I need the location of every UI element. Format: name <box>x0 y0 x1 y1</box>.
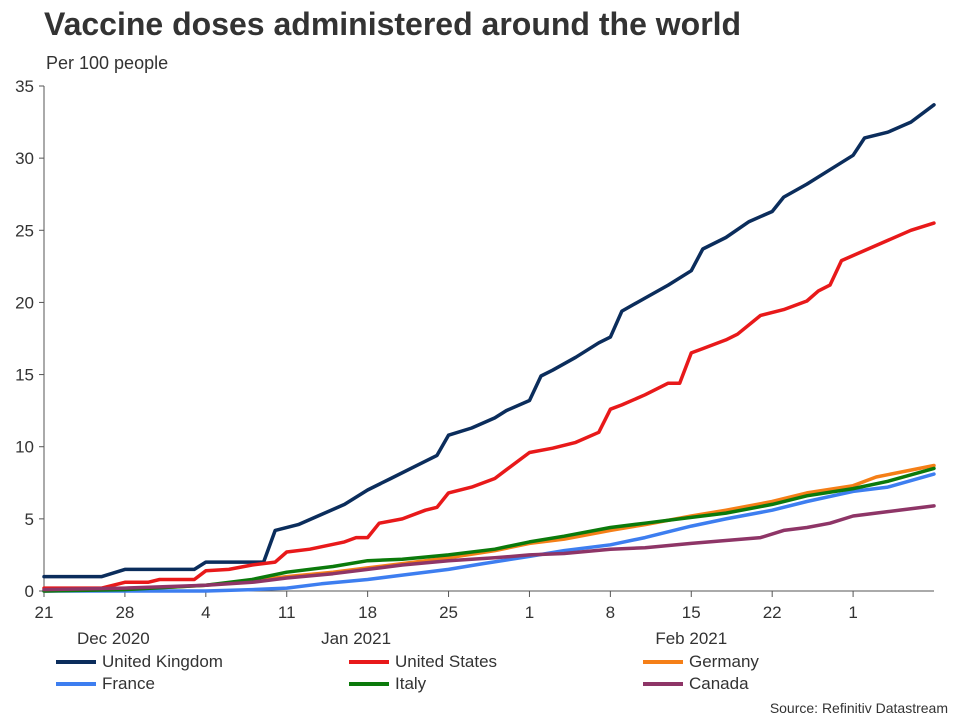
source-note: Source: Refinitiv Datastream <box>769 700 948 716</box>
legend-item-italy: Italy <box>349 673 426 695</box>
legend-swatch-canada <box>643 682 683 686</box>
legend-item-united-kingdom: United Kingdom <box>56 651 223 673</box>
y-tick-label: 10 <box>15 438 34 457</box>
x-tick-label: 21 <box>35 603 54 622</box>
series-line-france <box>42 472 936 593</box>
legend-swatch-united-states <box>349 660 389 664</box>
x-tick-label: 1 <box>525 603 534 622</box>
x-tick-label: 4 <box>201 603 210 622</box>
series-line-united-kingdom <box>42 103 936 579</box>
y-tick-label: 30 <box>15 149 34 168</box>
x-month-label: Jan 2021 <box>321 629 391 648</box>
chart-subtitle: Per 100 people <box>46 53 169 73</box>
y-tick-label: 20 <box>15 293 34 312</box>
legend-swatch-germany <box>643 660 683 664</box>
x-tick-label: 18 <box>358 603 377 622</box>
y-tick-label: 0 <box>25 582 34 601</box>
legend-label-italy: Italy <box>395 674 427 693</box>
x-tick-label: 15 <box>682 603 701 622</box>
legend-label-united-kingdom: United Kingdom <box>102 652 223 671</box>
x-tick-label: 22 <box>763 603 782 622</box>
legend-label-united-states: United States <box>395 652 498 671</box>
legend-label-germany: Germany <box>689 652 759 671</box>
legend-label-france: France <box>102 674 155 693</box>
legend-item-germany: Germany <box>643 651 759 673</box>
series-line-canada <box>42 504 936 592</box>
series-line-italy <box>42 466 936 593</box>
legend-swatch-italy <box>349 682 389 686</box>
x-tick-label: 11 <box>278 603 296 622</box>
y-tick-label: 5 <box>25 510 34 529</box>
chart-title: Vaccine doses administered around the wo… <box>44 6 742 42</box>
legend-label-canada: Canada <box>689 674 749 693</box>
legend-swatch-united-kingdom <box>56 660 96 664</box>
y-tick-label: 15 <box>15 366 34 385</box>
x-tick-label: 25 <box>439 603 458 622</box>
legend-item-canada: Canada <box>643 673 749 695</box>
series-line-united-states <box>42 221 936 590</box>
x-month-label: Dec 2020 <box>77 629 150 648</box>
x-tick-label: 8 <box>606 603 615 622</box>
y-tick-label: 25 <box>15 221 34 240</box>
legend-item-france: France <box>56 673 155 695</box>
legend: United Kingdom United States Germany Fra… <box>56 651 946 695</box>
x-tick-label: 1 <box>848 603 857 622</box>
x-tick-label: 28 <box>115 603 134 622</box>
y-tick-label: 35 <box>15 77 34 96</box>
legend-swatch-france <box>56 682 96 686</box>
legend-item-united-states: United States <box>349 651 497 673</box>
x-month-label: Feb 2021 <box>655 629 727 648</box>
